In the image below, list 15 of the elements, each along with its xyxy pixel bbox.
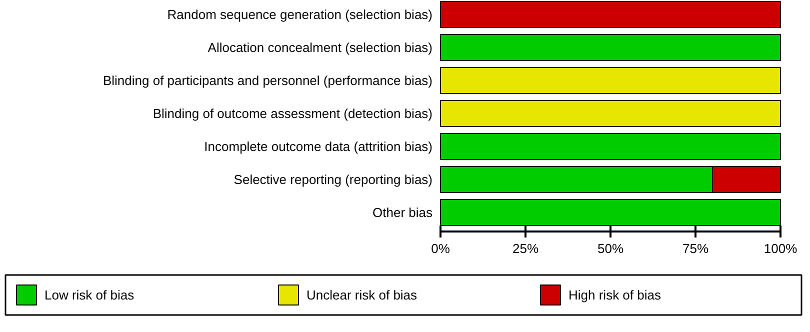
y-tick-label: Allocation concealment (selection bias) xyxy=(208,40,433,55)
y-tick-label: Incomplete outcome data (attrition bias) xyxy=(204,139,433,154)
legend-label: Low risk of bias xyxy=(44,288,135,302)
y-tick-label: Blinding of outcome assessment (detection bias) xyxy=(152,106,433,121)
y-tick-label: Selective reporting (reporting bias) xyxy=(234,172,433,187)
x-tick-label: 50% xyxy=(597,241,624,256)
y-tick-label: Other bias xyxy=(372,205,433,220)
x-tick-label: 0% xyxy=(431,241,450,256)
legend-label: Unclear risk of bias xyxy=(306,288,418,302)
x-tick-label: 100% xyxy=(764,241,798,256)
y-tick-label: Random sequence generation (selection bias) xyxy=(167,7,432,22)
x-tick-label: 25% xyxy=(512,241,539,256)
x-tick-label: 75% xyxy=(682,241,709,256)
y-tick-label: Blinding of participants and personnel (performance bias) xyxy=(102,73,433,88)
legend-label: High risk of bias xyxy=(568,288,662,302)
